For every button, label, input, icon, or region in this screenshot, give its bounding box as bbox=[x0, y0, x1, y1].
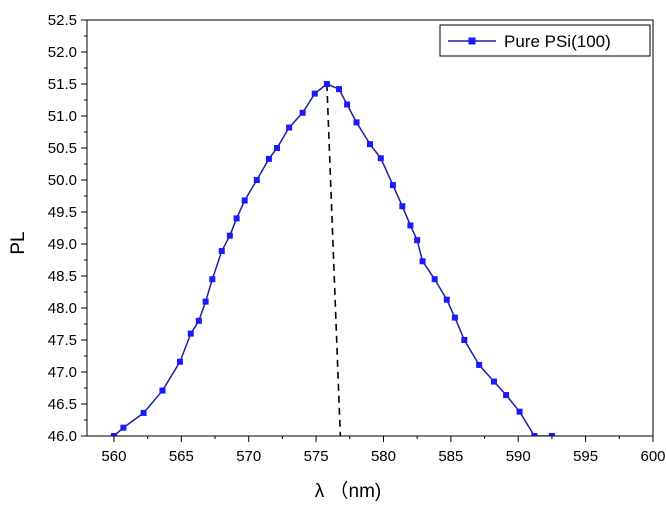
legend-series-label: Pure PSi(100) bbox=[504, 32, 611, 51]
y-tick-label: 46.5 bbox=[48, 396, 77, 413]
x-tick-label: 590 bbox=[506, 448, 531, 465]
data-point bbox=[344, 101, 351, 108]
data-point bbox=[503, 392, 510, 399]
data-point bbox=[443, 296, 450, 303]
data-point bbox=[120, 424, 127, 431]
data-point bbox=[209, 276, 216, 283]
y-tick-label: 50.0 bbox=[48, 172, 77, 189]
data-point bbox=[218, 248, 225, 255]
data-point bbox=[377, 155, 384, 162]
data-point bbox=[516, 408, 523, 415]
data-point bbox=[241, 197, 248, 204]
data-point bbox=[195, 317, 202, 324]
data-point bbox=[253, 177, 260, 183]
y-tick-label: 46.0 bbox=[48, 428, 77, 445]
data-point bbox=[299, 109, 306, 116]
data-point bbox=[531, 433, 538, 436]
y-tick-label: 52.0 bbox=[48, 44, 77, 61]
legend: Pure PSi(100) bbox=[439, 24, 651, 57]
data-point bbox=[451, 314, 458, 321]
x-tick-label: 600 bbox=[640, 448, 665, 465]
data-point bbox=[176, 358, 183, 365]
data-point bbox=[311, 90, 318, 97]
x-tick-label: 560 bbox=[101, 448, 126, 465]
y-tick-label: 48.0 bbox=[48, 300, 77, 317]
x-tick-label: 595 bbox=[573, 448, 598, 465]
data-point bbox=[414, 237, 421, 244]
data-point bbox=[353, 119, 360, 126]
x-tick-label: 585 bbox=[438, 448, 463, 465]
x-tick-label: 575 bbox=[304, 448, 329, 465]
x-axis-title: λ （nm) bbox=[315, 480, 382, 502]
data-point bbox=[323, 81, 330, 87]
legend-box bbox=[439, 24, 651, 57]
data-point bbox=[286, 124, 293, 131]
data-point bbox=[367, 141, 373, 148]
y-tick-label: 47.5 bbox=[48, 332, 77, 349]
data-point bbox=[265, 155, 272, 162]
y-tick-label: 49.5 bbox=[48, 204, 77, 221]
y-tick-label: 52.5 bbox=[48, 12, 77, 29]
y-tick-label: 49.0 bbox=[48, 236, 77, 253]
data-point bbox=[419, 258, 426, 265]
data-point bbox=[233, 215, 240, 222]
data-point bbox=[431, 276, 438, 283]
data-point bbox=[399, 203, 406, 210]
data-point bbox=[336, 86, 343, 93]
y-tick-label: 48.5 bbox=[48, 268, 77, 285]
series-line bbox=[113, 83, 552, 436]
tick-labels: 560 565 570 575 580 585 590 595 600 46.0 46.5 47.0 4… bbox=[48, 12, 666, 465]
data-point bbox=[461, 337, 468, 343]
data-point bbox=[407, 222, 414, 229]
x-tick-label: 565 bbox=[169, 448, 194, 465]
x-tick-label: 580 bbox=[371, 448, 396, 465]
data-point bbox=[490, 378, 497, 385]
x-tick-label: 570 bbox=[236, 448, 261, 465]
y-tick-label: 50.5 bbox=[48, 140, 77, 157]
y-tick-label: 51.5 bbox=[48, 76, 77, 93]
axes bbox=[81, 19, 654, 442]
data-point bbox=[110, 433, 117, 436]
data-point bbox=[159, 387, 166, 394]
data-point bbox=[274, 145, 281, 151]
data-point bbox=[548, 433, 555, 436]
y-axis-title: PL bbox=[8, 231, 29, 254]
data-point bbox=[187, 330, 194, 337]
plot-area bbox=[110, 81, 555, 436]
data-point bbox=[389, 182, 396, 189]
legend-series-marker bbox=[468, 37, 476, 45]
y-tick-label: 51.0 bbox=[48, 108, 77, 125]
data-point bbox=[476, 361, 483, 368]
peak-dashed-line bbox=[326, 83, 342, 436]
y-tick-label: 47.0 bbox=[48, 364, 77, 381]
data-point bbox=[226, 232, 233, 239]
data-point bbox=[202, 298, 209, 305]
data-point bbox=[140, 409, 147, 416]
